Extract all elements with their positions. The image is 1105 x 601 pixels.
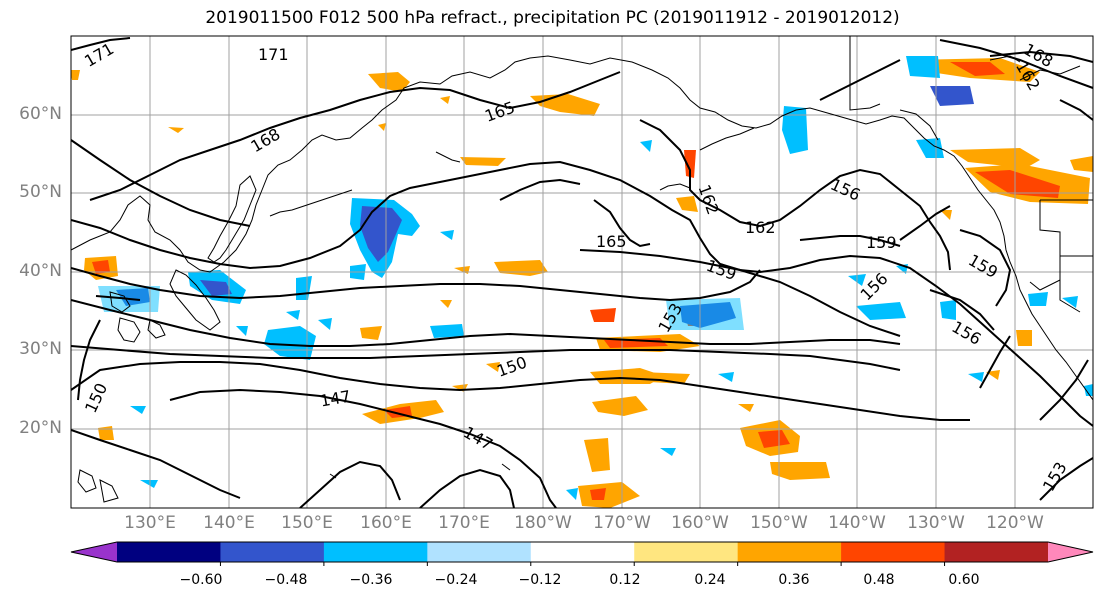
colorbar <box>70 541 1094 566</box>
colorbar-box <box>220 542 325 562</box>
lat-label: 40°N <box>19 261 62 281</box>
colorbar-tick-label: −0.48 <box>264 572 308 588</box>
colorbar-box <box>841 542 946 562</box>
colorbar-box <box>323 542 428 562</box>
contour-label: 171 <box>258 45 289 64</box>
colorbar-box <box>737 542 842 562</box>
lon-label: 160°E <box>360 513 412 533</box>
lat-label: 60°N <box>19 104 62 124</box>
colorbar-box <box>634 542 739 562</box>
lon-label: 130°E <box>124 513 176 533</box>
colorbar-tick-label: −0.12 <box>518 572 562 588</box>
refractivity-contours <box>71 37 1093 508</box>
lat-label: 50°N <box>19 182 62 202</box>
precip-shading <box>71 56 1093 508</box>
colorbar-tick-label: −0.36 <box>349 572 393 588</box>
colorbar-outline <box>70 541 1094 563</box>
lon-label: 170°E <box>438 513 490 533</box>
colorbar-tick-label: −0.60 <box>179 572 223 588</box>
lon-label: 150°W <box>750 513 808 533</box>
colorbar-box <box>427 542 532 562</box>
lon-label: 150°E <box>281 513 333 533</box>
colorbar-extend-min <box>71 542 117 562</box>
colorbar-tick-label: 0.24 <box>694 572 726 588</box>
graticule <box>71 36 1093 508</box>
lat-label: 30°N <box>19 339 62 359</box>
colorbar-extend-max <box>1048 542 1093 562</box>
colorbar-box <box>117 542 221 562</box>
lon-label: 130°W <box>907 513 965 533</box>
contour-label: 165 <box>596 232 627 251</box>
lon-label: 160°W <box>671 513 729 533</box>
colorbar-tick-label: 0.36 <box>778 572 810 588</box>
colorbar-tick-label: 0.60 <box>948 572 980 588</box>
colorbar-tick-label: 0.48 <box>863 572 895 588</box>
lon-label: 170°W <box>593 513 651 533</box>
lon-label: 120°W <box>986 513 1044 533</box>
map-title: 2019011500 F012 500 hPa refract., precip… <box>205 8 900 28</box>
colorbar-tick-label: −0.24 <box>434 572 478 588</box>
colorbar-box <box>944 542 1049 562</box>
coastlines <box>71 36 1093 503</box>
contour-label: 162 <box>745 218 776 237</box>
map-frame <box>70 35 1094 509</box>
lat-label: 20°N <box>19 418 62 438</box>
lon-label: 140°W <box>828 513 886 533</box>
colorbar-box <box>530 542 635 562</box>
colorbar-tick-label: 0.12 <box>609 572 641 588</box>
lon-label: 140°E <box>203 513 255 533</box>
lon-label: 180°W <box>514 513 572 533</box>
contour-label: 159 <box>866 233 897 252</box>
